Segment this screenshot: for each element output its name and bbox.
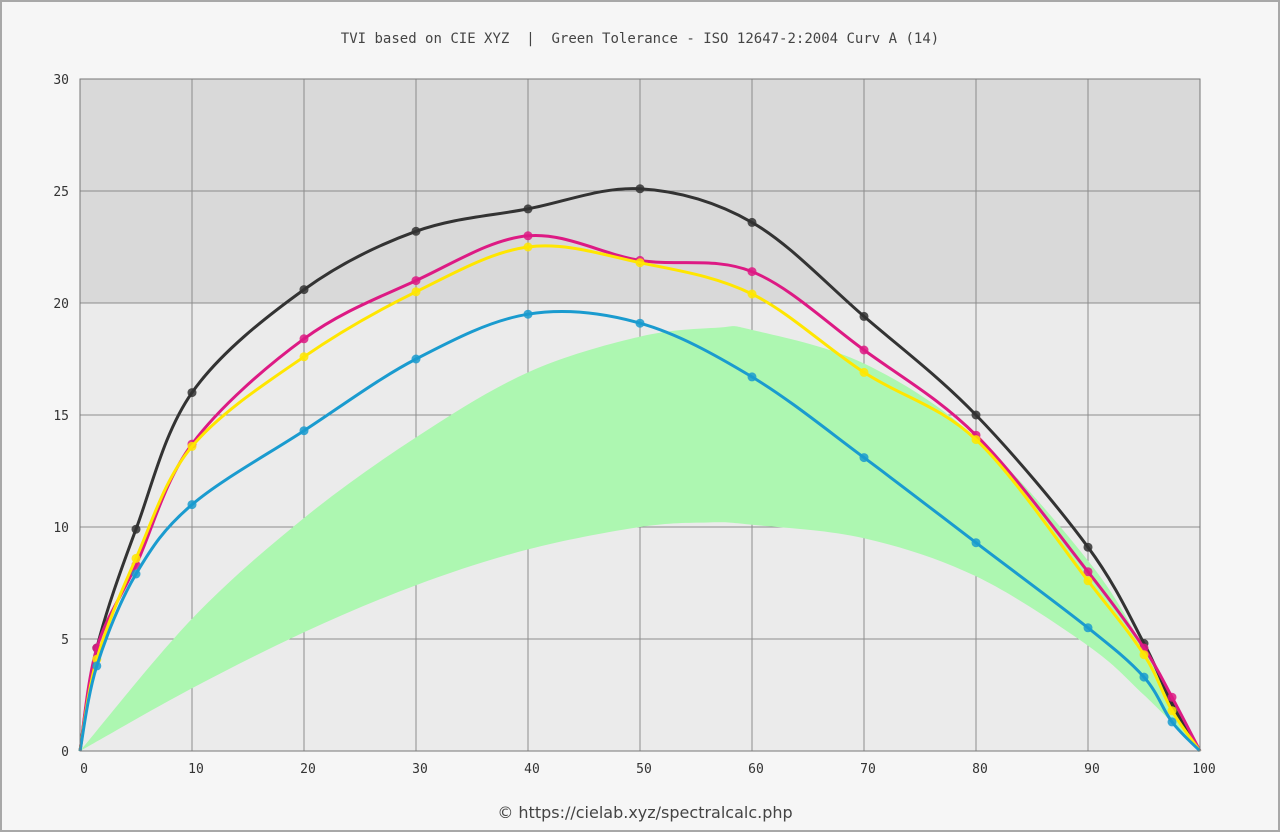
- point-cyan-95: [1139, 672, 1149, 682]
- point-yellow-40: [523, 242, 533, 252]
- x-tick-label-80: 80: [972, 762, 988, 777]
- point-yellow-90: [1083, 576, 1093, 586]
- point-yellow-20: [299, 352, 309, 362]
- point-cyan-1.5: [92, 661, 102, 671]
- point-cyan-10: [187, 500, 197, 510]
- point-black-20: [299, 285, 309, 295]
- x-tick-label-30: 30: [412, 762, 428, 777]
- x-tick-label-70: 70: [860, 762, 876, 777]
- point-yellow-10: [187, 441, 197, 451]
- point-black-90: [1083, 542, 1093, 552]
- tolerance-band-group: [80, 326, 1200, 751]
- point-magenta-70: [859, 345, 869, 355]
- y-tick-label-5: 5: [61, 633, 69, 648]
- point-cyan-5: [131, 569, 141, 579]
- point-yellow-50: [635, 258, 645, 268]
- x-tick-label-0: 0: [80, 762, 88, 777]
- point-cyan-60: [747, 372, 757, 382]
- point-magenta-20: [299, 334, 309, 344]
- point-cyan-30: [411, 354, 421, 364]
- point-cyan-80: [971, 538, 981, 548]
- x-tick-label-90: 90: [1084, 762, 1100, 777]
- x-tick-label-60: 60: [748, 762, 764, 777]
- y-tick-label-0: 0: [61, 745, 69, 760]
- y-tick-label-25: 25: [53, 185, 69, 200]
- plot-border: [79, 78, 1201, 752]
- point-cyan-20: [299, 426, 309, 436]
- x-tick-label-40: 40: [524, 762, 540, 777]
- point-yellow-97.5: [1167, 706, 1177, 716]
- point-yellow-5: [131, 553, 141, 563]
- point-black-5: [131, 524, 141, 534]
- point-yellow-30: [411, 287, 421, 297]
- tick-labels: 0 10 20 30 40 50 60 70 80 90 100 0 5 10 15 20 25 30: [53, 73, 1215, 777]
- point-cyan-70: [859, 453, 869, 463]
- chart-title: TVI based on CIE XYZ | Green Tolerance -…: [340, 31, 940, 47]
- tolerance-band: [80, 326, 1200, 751]
- x-tick-label-20: 20: [300, 762, 316, 777]
- point-yellow-60: [747, 289, 757, 299]
- point-magenta-97.5: [1167, 692, 1177, 702]
- point-black-60: [747, 217, 757, 227]
- x-tick-label-100: 100: [1192, 762, 1215, 777]
- point-magenta-30: [411, 276, 421, 286]
- x-tick-label-50: 50: [636, 762, 652, 777]
- point-magenta-60: [747, 267, 757, 277]
- y-tick-label-30: 30: [53, 73, 69, 88]
- point-cyan-97.5: [1167, 717, 1177, 727]
- point-black-70: [859, 311, 869, 321]
- point-cyan-50: [635, 318, 645, 328]
- point-black-80: [971, 410, 981, 420]
- point-cyan-40: [523, 309, 533, 319]
- point-magenta-40: [523, 231, 533, 241]
- point-black-30: [411, 226, 421, 236]
- point-yellow-80: [971, 435, 981, 445]
- point-black-40: [523, 204, 533, 214]
- point-magenta-90: [1083, 567, 1093, 577]
- series-line-black: [78, 187, 1202, 752]
- point-black-50: [635, 184, 645, 194]
- y-tick-label-15: 15: [53, 409, 69, 424]
- point-yellow-95: [1139, 650, 1149, 660]
- point-cyan-90: [1083, 623, 1093, 633]
- credit-link[interactable]: © https://cielab.xyz/spectralcalc.php: [497, 803, 793, 822]
- y-tick-label-10: 10: [53, 521, 69, 536]
- y-tick-label-20: 20: [53, 297, 69, 312]
- series-group: [78, 184, 1202, 753]
- point-black-10: [187, 388, 197, 398]
- x-tick-label-10: 10: [188, 762, 204, 777]
- point-yellow-70: [859, 367, 869, 377]
